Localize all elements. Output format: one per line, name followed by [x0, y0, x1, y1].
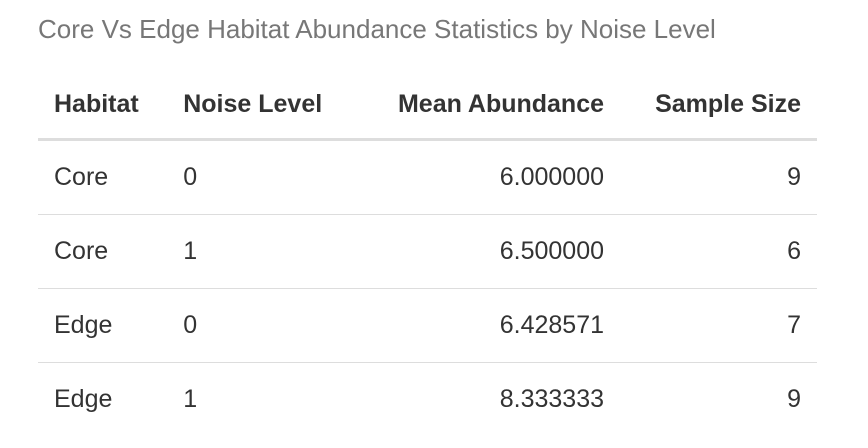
header-noise-level: Noise Level [167, 70, 357, 141]
cell-habitat: Edge [38, 362, 168, 436]
cell-mean-abundance: 8.333333 [356, 362, 621, 436]
statistics-table: Habitat Noise Level Mean Abundance Sampl… [38, 70, 817, 436]
cell-noise-level: 1 [167, 362, 357, 436]
cell-sample-size: 7 [620, 288, 817, 363]
table-caption: Core Vs Edge Habitat Abundance Statistic… [38, 14, 716, 44]
cell-noise-level: 0 [183, 163, 198, 191]
header-row: Habitat Noise Level Mean Abundance Sampl… [38, 70, 817, 141]
cell-sample-size: 9 [620, 362, 817, 436]
table-row: Edge 1 8.333333 9 [38, 362, 817, 436]
cell-noise-level: 1 [167, 214, 357, 289]
cell-habitat: Edge [38, 288, 168, 363]
cell-noise-level: 0 [167, 288, 357, 363]
table-header: Habitat Noise Level Mean Abundance Sampl… [38, 70, 817, 141]
header-habitat: Habitat [38, 70, 168, 141]
header-mean-abundance: Mean Abundance [356, 70, 621, 141]
cell-mean-abundance: 6.428571 [356, 288, 621, 363]
cell-habitat: Core [54, 163, 109, 191]
cell-mean-abundance: 6.500000 [356, 214, 621, 289]
table-body: Core 0 6.000000 9 Core 1 6.500000 6 Edge… [38, 140, 817, 436]
table-row: Edge 0 6.428571 7 [38, 288, 817, 363]
table-row: Core 1 6.500000 6 [38, 214, 817, 289]
header-sample-size: Sample Size [620, 70, 817, 141]
table-row: Core 0 6.000000 9 [38, 140, 817, 215]
cell-habitat: Core [38, 214, 168, 289]
cell-sample-size: 9 [787, 163, 801, 191]
cell-sample-size: 6 [620, 214, 817, 289]
cell-mean-abundance: 6.000000 [499, 163, 605, 191]
